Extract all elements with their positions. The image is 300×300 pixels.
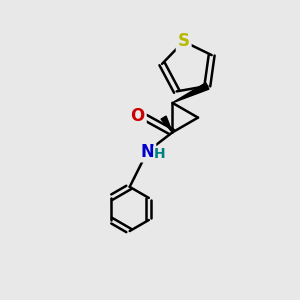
Text: O: O (130, 107, 145, 125)
Text: S: S (178, 32, 190, 50)
Polygon shape (172, 83, 209, 103)
Text: N: N (140, 142, 154, 160)
Text: H: H (154, 147, 166, 161)
Polygon shape (161, 116, 172, 132)
